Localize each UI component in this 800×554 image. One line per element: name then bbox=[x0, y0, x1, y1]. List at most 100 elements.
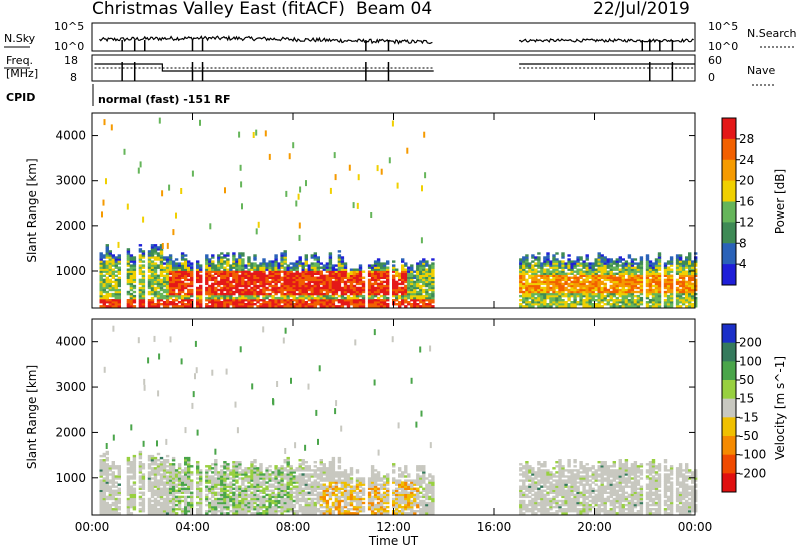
velocity-cell bbox=[99, 493, 103, 497]
velocity-cell bbox=[208, 469, 212, 472]
velocity-cell bbox=[153, 463, 158, 466]
nsky-label: N.Sky bbox=[4, 32, 36, 45]
power-cell bbox=[220, 256, 224, 259]
velocity-cell bbox=[268, 479, 272, 482]
power-cell bbox=[534, 288, 538, 292]
power-cell bbox=[615, 292, 619, 296]
power-cell bbox=[525, 303, 529, 306]
velocity-cell bbox=[217, 510, 221, 513]
power-cell bbox=[313, 303, 317, 306]
velocity-cell bbox=[156, 501, 161, 505]
power-cell bbox=[337, 288, 342, 292]
velocity-cell bbox=[99, 463, 103, 466]
power-cell bbox=[669, 284, 674, 288]
velocity-cell bbox=[184, 473, 188, 476]
velocity-cell bbox=[274, 467, 278, 470]
velocity-cell bbox=[138, 454, 143, 458]
velocity-cell bbox=[256, 485, 260, 488]
power-cell bbox=[343, 262, 348, 265]
velocity-cell bbox=[262, 491, 266, 494]
velocity-cell bbox=[223, 463, 227, 466]
power-cell bbox=[382, 262, 387, 265]
power-cell bbox=[196, 276, 200, 279]
power-cell bbox=[174, 258, 179, 261]
power-cell bbox=[168, 272, 173, 275]
power-cell bbox=[316, 268, 320, 271]
velocity-cell bbox=[105, 471, 109, 474]
power-scatter-cell bbox=[396, 182, 399, 189]
power-cell bbox=[519, 272, 523, 275]
velocity-cell bbox=[138, 487, 143, 490]
velocity-cell bbox=[153, 459, 158, 462]
power-cell bbox=[606, 260, 610, 263]
power-cell bbox=[645, 262, 650, 265]
power-cell bbox=[114, 262, 118, 265]
velocity-cell bbox=[190, 465, 194, 468]
power-cell bbox=[229, 288, 233, 292]
power-cell bbox=[256, 292, 260, 296]
velocity-cell bbox=[208, 475, 212, 478]
power-cell bbox=[615, 280, 619, 284]
power-cell bbox=[651, 303, 656, 306]
power-cell bbox=[561, 303, 565, 306]
power-cell bbox=[205, 268, 209, 271]
power-cell bbox=[256, 276, 260, 279]
power-cell bbox=[352, 305, 357, 308]
power-cell bbox=[292, 290, 296, 294]
velocity-cell bbox=[319, 469, 323, 472]
power-cell bbox=[519, 274, 523, 277]
velocity-cell bbox=[156, 467, 161, 470]
power-cell bbox=[419, 264, 423, 267]
power-cell bbox=[250, 272, 254, 275]
power-cell bbox=[232, 292, 236, 296]
power-cell bbox=[220, 276, 224, 279]
power-cell bbox=[537, 286, 541, 290]
power-cell bbox=[250, 262, 254, 265]
power-cell bbox=[367, 292, 372, 296]
power-cell bbox=[346, 286, 351, 290]
power-cell bbox=[636, 305, 641, 308]
velocity-cell bbox=[289, 491, 293, 494]
power-cell bbox=[355, 282, 360, 286]
power-cell bbox=[691, 299, 695, 302]
power-cell bbox=[376, 278, 381, 282]
velocity-cell bbox=[138, 481, 143, 484]
power-cell bbox=[162, 282, 167, 286]
power-cell bbox=[588, 274, 592, 277]
power-cell bbox=[657, 276, 662, 279]
power-scatter-cell bbox=[305, 180, 307, 187]
power-cell bbox=[138, 250, 143, 253]
power-cell bbox=[331, 305, 336, 308]
velocity-cell bbox=[147, 483, 152, 486]
velocity-cell bbox=[147, 510, 152, 513]
power-cell bbox=[114, 303, 118, 306]
power-cell bbox=[564, 266, 568, 269]
velocity-cell bbox=[187, 471, 191, 474]
velocity-cell bbox=[129, 512, 134, 515]
power-cell bbox=[162, 303, 167, 306]
power-cell bbox=[343, 296, 348, 300]
velocity-cell bbox=[220, 497, 224, 501]
power-cell bbox=[688, 294, 692, 298]
power-cell bbox=[247, 305, 251, 308]
velocity-cell bbox=[262, 512, 266, 515]
power-cell bbox=[398, 272, 402, 275]
velocity-cell bbox=[262, 505, 266, 509]
power-cell bbox=[138, 256, 143, 259]
power-cell bbox=[262, 258, 266, 261]
power-cell bbox=[171, 262, 176, 265]
velocity-cell bbox=[217, 481, 221, 484]
power-cell bbox=[153, 305, 158, 308]
velocity-cell bbox=[316, 477, 320, 480]
power-cell bbox=[549, 292, 553, 296]
velocity-cell bbox=[274, 473, 278, 476]
power-cell bbox=[316, 272, 320, 275]
power-cell bbox=[244, 264, 248, 267]
power-cell bbox=[401, 288, 405, 292]
power-cell bbox=[561, 268, 565, 271]
velocity-cell bbox=[159, 491, 164, 494]
velocity-cell bbox=[256, 497, 260, 501]
power-cell bbox=[621, 268, 625, 271]
velocity-cell bbox=[265, 489, 269, 492]
velocity-cell bbox=[235, 461, 239, 464]
